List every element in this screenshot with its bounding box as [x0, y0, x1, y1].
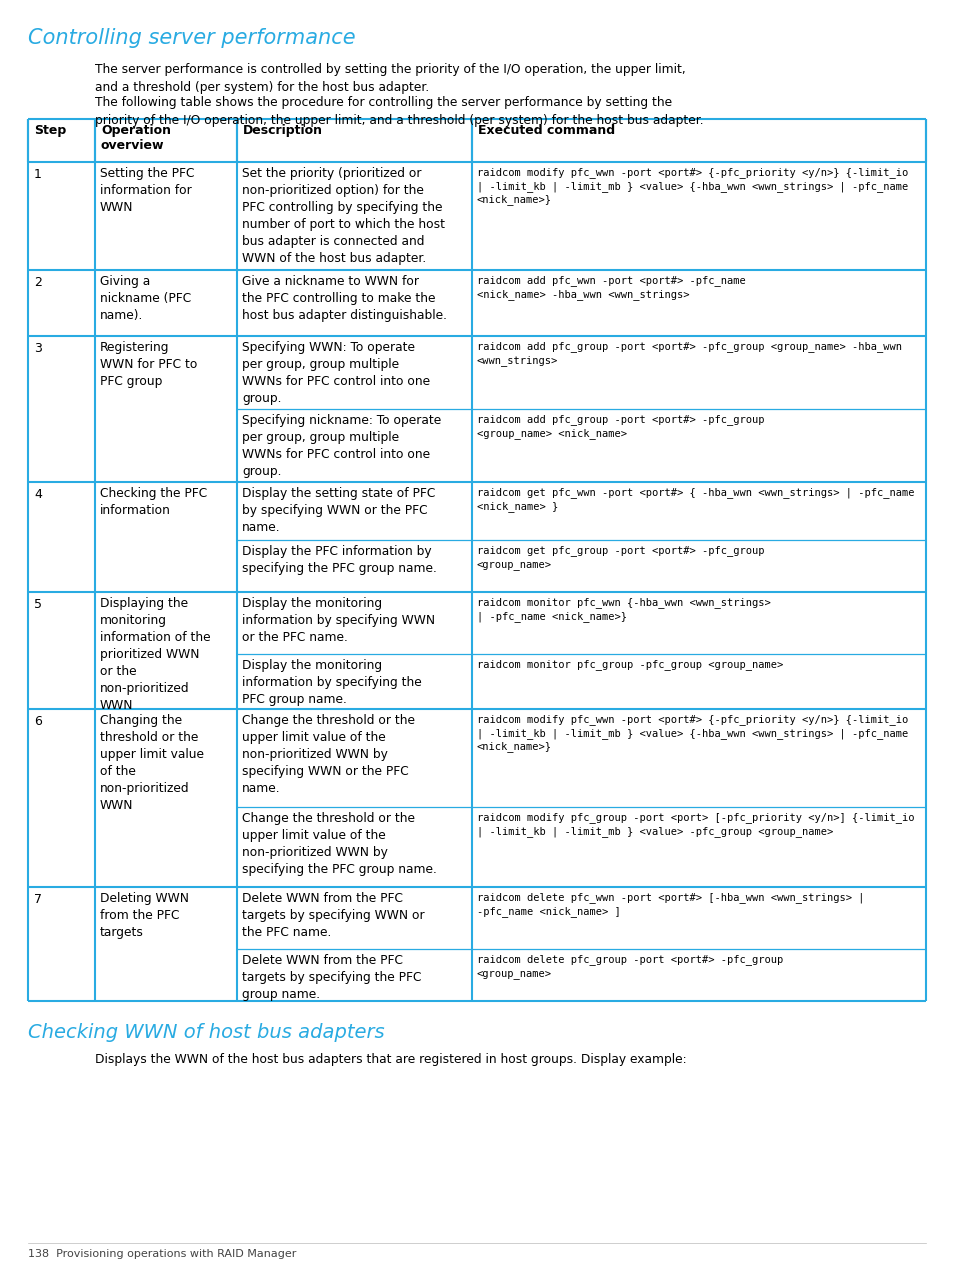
Text: raidcom add pfc_wwn -port <port#> -pfc_name
<nick_name> -hba_wwn <wwn_strings>: raidcom add pfc_wwn -port <port#> -pfc_n… — [476, 275, 745, 300]
Text: 2: 2 — [34, 276, 42, 289]
Text: The server performance is controlled by setting the priority of the I/O operatio: The server performance is controlled by … — [95, 64, 685, 94]
Text: Change the threshold or the
upper limit value of the
non-prioritized WWN by
spec: Change the threshold or the upper limit … — [242, 812, 436, 876]
Text: Controlling server performance: Controlling server performance — [28, 28, 355, 48]
Text: Display the PFC information by
specifying the PFC group name.: Display the PFC information by specifyin… — [242, 545, 436, 574]
Text: Registering
WWN for PFC to
PFC group: Registering WWN for PFC to PFC group — [100, 341, 197, 388]
Text: Checking WWN of host bus adapters: Checking WWN of host bus adapters — [28, 1023, 384, 1042]
Text: Checking the PFC
information: Checking the PFC information — [100, 487, 207, 517]
Text: 5: 5 — [34, 597, 42, 611]
Text: raidcom add pfc_group -port <port#> -pfc_group
<group_name> <nick_name>: raidcom add pfc_group -port <port#> -pfc… — [476, 414, 763, 438]
Text: Operation
overview: Operation overview — [101, 125, 171, 153]
Text: Setting the PFC
information for
WWN: Setting the PFC information for WWN — [100, 167, 194, 214]
Text: Delete WWN from the PFC
targets by specifying the PFC
group name.: Delete WWN from the PFC targets by speci… — [242, 955, 421, 1002]
Text: Giving a
nickname (PFC
name).: Giving a nickname (PFC name). — [100, 275, 191, 322]
Text: Change the threshold or the
upper limit value of the
non-prioritized WWN by
spec: Change the threshold or the upper limit … — [242, 714, 415, 794]
Text: raidcom monitor pfc_wwn {-hba_wwn <wwn_strings>
| -pfc_name <nick_name>}: raidcom monitor pfc_wwn {-hba_wwn <wwn_s… — [476, 597, 770, 622]
Text: Executed command: Executed command — [477, 125, 615, 137]
Text: Display the monitoring
information by specifying WWN
or the PFC name.: Display the monitoring information by sp… — [242, 597, 435, 644]
Text: Give a nickname to WWN for
the PFC controlling to make the
host bus adapter dist: Give a nickname to WWN for the PFC contr… — [242, 275, 447, 322]
Text: Deleting WWN
from the PFC
targets: Deleting WWN from the PFC targets — [100, 892, 189, 939]
Text: raidcom add pfc_group -port <port#> -pfc_group <group_name> -hba_wwn
<wwn_string: raidcom add pfc_group -port <port#> -pfc… — [476, 341, 901, 366]
Text: Description: Description — [243, 125, 323, 137]
Text: raidcom get pfc_group -port <port#> -pfc_group
<group_name>: raidcom get pfc_group -port <port#> -pfc… — [476, 545, 763, 569]
Text: Specifying nickname: To operate
per group, group multiple
WWNs for PFC control i: Specifying nickname: To operate per grou… — [242, 414, 441, 478]
Text: Step: Step — [34, 125, 66, 137]
Text: 138  Provisioning operations with RAID Manager: 138 Provisioning operations with RAID Ma… — [28, 1249, 296, 1260]
Text: Display the monitoring
information by specifying the
PFC group name.: Display the monitoring information by sp… — [242, 658, 421, 705]
Text: Displaying the
monitoring
information of the
prioritized WWN
or the
non-prioriti: Displaying the monitoring information of… — [100, 597, 211, 712]
Text: 4: 4 — [34, 488, 42, 501]
Text: Delete WWN from the PFC
targets by specifying WWN or
the PFC name.: Delete WWN from the PFC targets by speci… — [242, 892, 424, 939]
Text: raidcom monitor pfc_group -pfc_group <group_name>: raidcom monitor pfc_group -pfc_group <gr… — [476, 658, 782, 670]
Text: raidcom delete pfc_wwn -port <port#> [-hba_wwn <wwn_strings> |
-pfc_name <nick_n: raidcom delete pfc_wwn -port <port#> [-h… — [476, 892, 863, 916]
Text: 1: 1 — [34, 168, 42, 180]
Text: raidcom modify pfc_group -port <port> [-pfc_priority <y/n>] {-limit_io
| -limit_: raidcom modify pfc_group -port <port> [-… — [476, 812, 914, 836]
Text: Specifying WWN: To operate
per group, group multiple
WWNs for PFC control into o: Specifying WWN: To operate per group, gr… — [242, 341, 430, 405]
Text: Set the priority (prioritized or
non-prioritized option) for the
PFC controlling: Set the priority (prioritized or non-pri… — [242, 167, 444, 264]
Text: 7: 7 — [34, 894, 42, 906]
Text: Display the setting state of PFC
by specifying WWN or the PFC
name.: Display the setting state of PFC by spec… — [242, 487, 435, 534]
Text: Changing the
threshold or the
upper limit value
of the
non-prioritized
WWN: Changing the threshold or the upper limi… — [100, 714, 204, 812]
Text: 3: 3 — [34, 342, 42, 355]
Text: 6: 6 — [34, 716, 42, 728]
Text: raidcom get pfc_wwn -port <port#> { -hba_wwn <wwn_strings> | -pfc_name
<nick_nam: raidcom get pfc_wwn -port <port#> { -hba… — [476, 487, 914, 512]
Text: raidcom modify pfc_wwn -port <port#> {-pfc_priority <y/n>} {-limit_io
| -limit_k: raidcom modify pfc_wwn -port <port#> {-p… — [476, 714, 907, 752]
Text: The following table shows the procedure for controlling the server performance b: The following table shows the procedure … — [95, 97, 703, 127]
Text: raidcom delete pfc_group -port <port#> -pfc_group
<group_name>: raidcom delete pfc_group -port <port#> -… — [476, 955, 782, 979]
Text: raidcom modify pfc_wwn -port <port#> {-pfc_priority <y/n>} {-limit_io
| -limit_k: raidcom modify pfc_wwn -port <port#> {-p… — [476, 167, 907, 206]
Text: Displays the WWN of the host bus adapters that are registered in host groups. Di: Displays the WWN of the host bus adapter… — [95, 1052, 686, 1066]
